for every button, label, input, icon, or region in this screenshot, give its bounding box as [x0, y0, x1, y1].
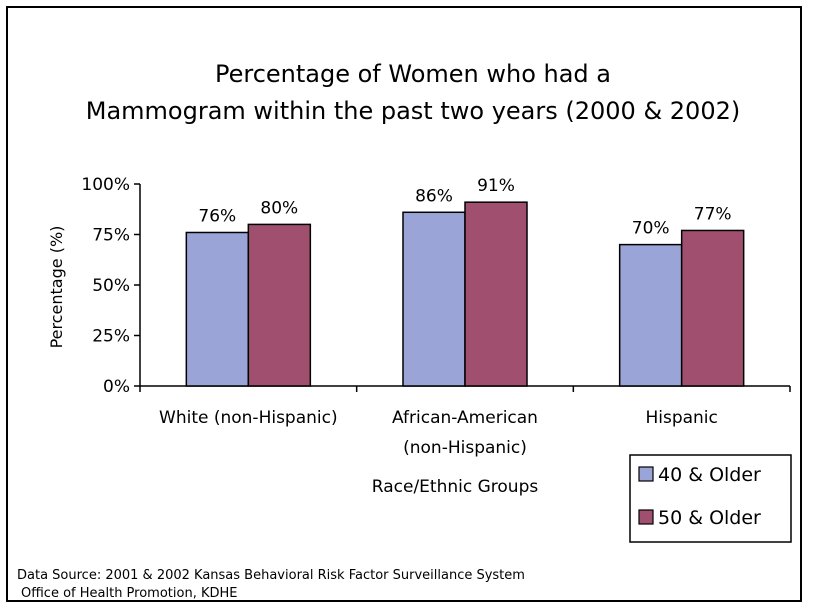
chart-title-line-1: Percentage of Women who had a: [215, 60, 611, 88]
bar: [402, 211, 466, 387]
bar: [464, 201, 528, 387]
data-label: 70%: [632, 219, 670, 239]
bar: [185, 231, 250, 387]
source-line-2: Office of Health Promotion, KDHE: [21, 586, 238, 601]
chart-title-line-2: Mammogram within the past two years (200…: [86, 97, 740, 125]
y-tick-label: 100%: [81, 175, 130, 195]
data-label: 86%: [415, 186, 453, 206]
legend-swatch: [638, 466, 654, 482]
y-axis-title: Percentage (%): [47, 226, 66, 349]
legend-label: 50 & Older: [658, 507, 761, 529]
category-label: White (non-Hispanic): [159, 408, 338, 428]
category-label: African-American: [392, 408, 538, 428]
plot-area: 0% 25% 50% 75% 100% 76% 80% White (non-Hispanic…: [81, 175, 791, 458]
data-label: 80%: [260, 198, 298, 218]
x-axis-title: Race/Ethnic Groups: [372, 477, 539, 497]
bar: [618, 243, 683, 387]
data-label: 91%: [477, 176, 515, 196]
source-line-1: Data Source: 2001 & 2002 Kansas Behavior…: [17, 568, 525, 583]
y-tick-label: 75%: [92, 226, 130, 246]
y-tick-label: 0%: [103, 377, 130, 397]
bar: [247, 223, 312, 387]
legend: 40 & Older 50 & Older: [629, 454, 792, 543]
legend-label: 40 & Older: [658, 464, 761, 486]
legend-box: [629, 454, 792, 543]
category-label: Hispanic: [645, 408, 717, 428]
legend-swatch: [638, 509, 654, 525]
data-label: 76%: [198, 206, 236, 226]
category-label: (non-Hispanic): [403, 438, 527, 458]
y-tick-label: 50%: [92, 276, 130, 296]
data-label: 77%: [694, 204, 732, 224]
y-tick-label: 25%: [92, 327, 130, 347]
bar: [680, 229, 745, 387]
